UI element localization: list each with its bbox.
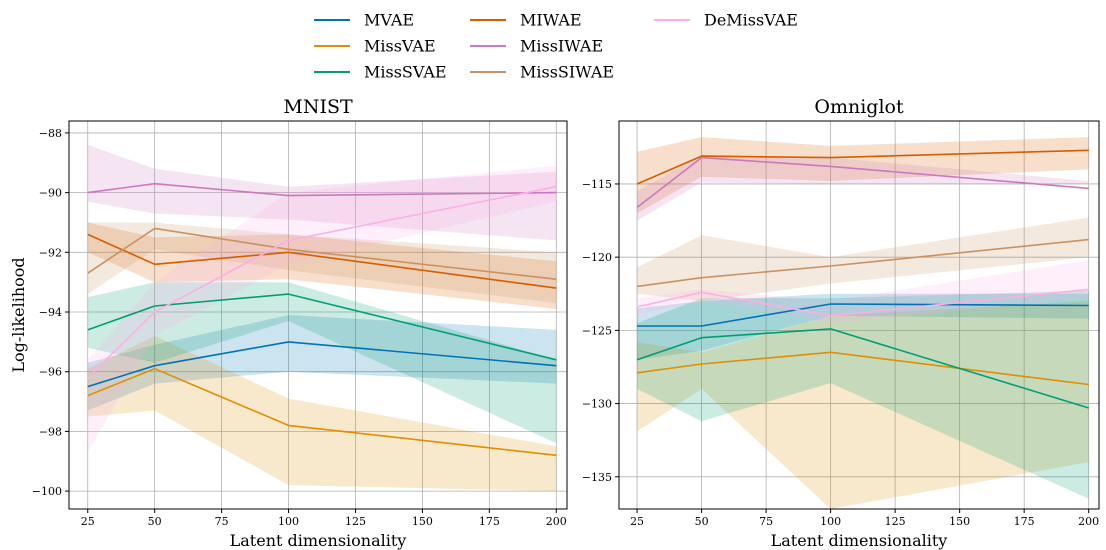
line-missiwae [636,156,1089,209]
line-missvae [87,367,557,457]
band-mvae [637,293,1089,360]
line-miwae [87,233,557,289]
y-tick-label: −115 [582,178,612,191]
y-tick-label: −125 [582,324,612,337]
panel-title: MNIST [283,96,353,118]
confidence-bands [87,144,557,492]
line-misssiwae [636,238,1089,288]
y-tick-label: −92 [39,246,62,259]
band-missiwae [87,144,557,241]
legend-label: MVAE [364,11,414,30]
plot-frame [618,120,1100,510]
line-miwae [636,149,1089,185]
grid [619,121,1099,509]
legend-label: MIWAE [520,11,582,30]
legend-item-missiwae: MissIWAE [470,37,603,56]
band-misssvae [87,282,557,444]
line-mvae [87,341,557,388]
legend-item-misssvae: MissSVAE [314,63,447,82]
y-tick-label: −135 [582,471,612,484]
y-axis-title: Log-likelihood [9,257,28,372]
band-misssiwae [637,217,1089,302]
mnist-panel: 25 50 75 100 125 150 175 200−88−90−92−94−96−98−… [9,96,568,550]
y-axis: −88 −90 −92 −94 −96 −98 −100 [32,127,69,498]
line-missiwae [87,182,557,197]
y-tick-label: −90 [39,187,62,200]
confidence-bands [637,137,1089,509]
legend-label: MissSIWAE [520,63,614,82]
band-miwae [87,222,557,309]
x-tick-label: 150 [412,515,433,528]
x-tick-label: 175 [479,515,500,528]
omniglot-panel: 25 50 75 100 125 150 175 200 −115 −120 −125 −130 −13… [582,96,1100,550]
x-axis-title: Latent dimensionality [230,531,407,550]
x-tick-label: 50 [148,515,162,528]
legend-item-demissvae: DeMissVAE [654,11,798,30]
y-tick-label: −94 [39,306,62,319]
legend-label: MissVAE [364,37,436,56]
panel-title: Omniglot [814,96,904,118]
x-tick-label: 200 [546,515,567,528]
legend-label: MissSVAE [364,63,447,82]
x-tick-label: 75 [215,515,229,528]
y-tick-label: −88 [39,127,62,140]
line-misssvae [636,328,1089,409]
x-tick-label: 25 [81,515,95,528]
x-tick-label: 150 [949,515,970,528]
x-tick-label: 75 [759,515,773,528]
y-tick-label: −98 [39,425,62,438]
x-tick-label: 100 [278,515,299,528]
series-lines [636,149,1089,409]
x-tick-label: 125 [345,515,366,528]
y-tick-label: −120 [582,251,612,264]
y-axis: −115 −120 −125 −130 −135 [582,178,619,484]
plot-frame [68,120,568,510]
x-axis-title: Latent dimensionality [771,531,948,550]
band-demissvae [637,260,1089,324]
legend-item-mvae: MVAE [314,11,414,30]
x-tick-label: 100 [820,515,841,528]
x-axis: 25 50 75 100 125 150 175 200 [630,509,1099,528]
x-axis: 25 50 75 100 125 150 175 200 [81,509,567,528]
legend-label: MissIWAE [520,37,603,56]
line-misssiwae [87,227,557,280]
band-demissvae [87,165,557,453]
line-misssvae [87,293,557,361]
series-lines [87,182,557,457]
line-demissvae [87,185,557,379]
band-missvae [637,301,1089,509]
y-tick-label: −96 [39,366,62,379]
legend: MVAE MissVAE MissSVAE MIWAE MissIWAE MissSIWA… [314,11,798,82]
x-tick-label: 50 [695,515,709,528]
legend-item-misssiwae: MissSIWAE [470,63,614,82]
y-tick-label: −130 [582,398,612,411]
x-tick-label: 25 [630,515,644,528]
y-tick-label: −100 [32,485,62,498]
x-tick-label: 200 [1078,515,1099,528]
legend-item-missvae: MissVAE [314,37,436,56]
band-missiwae [637,154,1089,221]
band-mvae [87,315,557,411]
line-demissvae [636,288,1089,317]
line-mvae [637,303,1089,327]
band-misssiwae [87,222,557,304]
band-misssvae [637,290,1089,499]
x-tick-label: 125 [885,515,906,528]
legend-label: DeMissVAE [704,11,798,30]
x-tick-label: 175 [1014,515,1035,528]
band-missvae [87,335,557,492]
legend-item-miwae: MIWAE [470,11,582,30]
